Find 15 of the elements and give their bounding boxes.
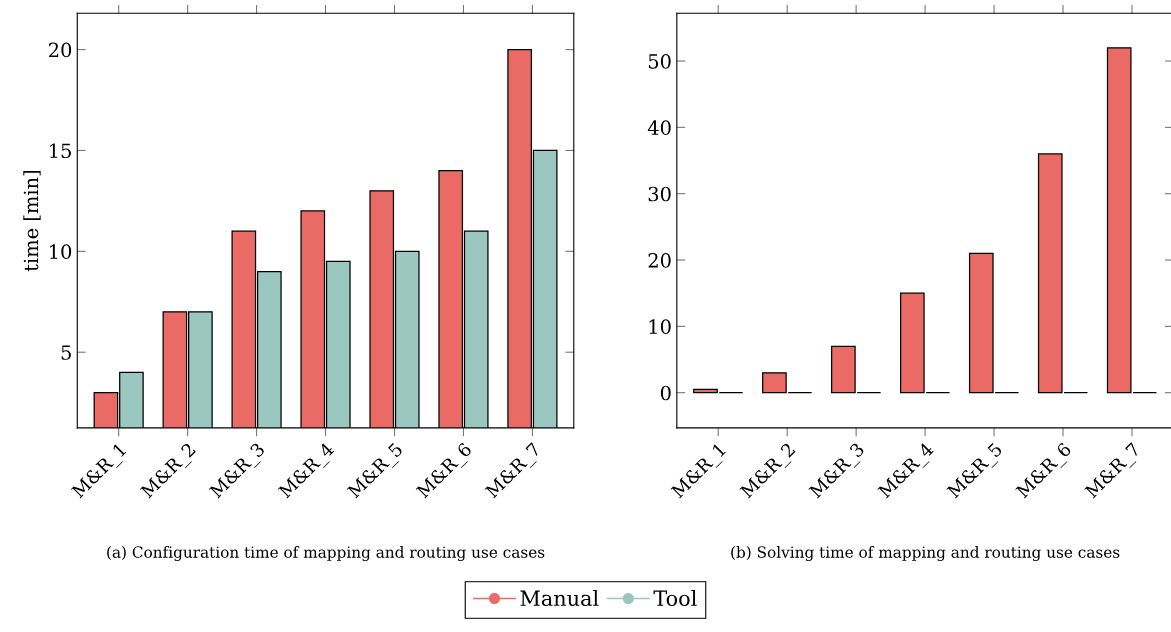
y-tick-label: 0 — [660, 385, 671, 401]
y-tick-label: 15 — [50, 143, 71, 159]
legend-label: Manual — [520, 589, 599, 607]
y-tick-label: 10 — [649, 319, 671, 335]
y-tick-label: 10 — [50, 244, 72, 259]
y-tick-label: 50 — [648, 53, 671, 69]
y-tick-label: 30 — [648, 186, 671, 202]
y-tick-label: 40 — [647, 120, 671, 136]
y-tick-label: 20 — [49, 42, 72, 58]
y-axis-title: time [min] — [23, 170, 41, 272]
legend-label: Tool — [653, 589, 697, 607]
y-tick-label: 5 — [61, 345, 71, 360]
text: (a) Configuration time of mapping and routing use cases — [107, 546, 545, 562]
text: (b) Solving time of mapping and routing use cases — [731, 546, 1120, 562]
y-tick-label: 20 — [648, 252, 671, 268]
